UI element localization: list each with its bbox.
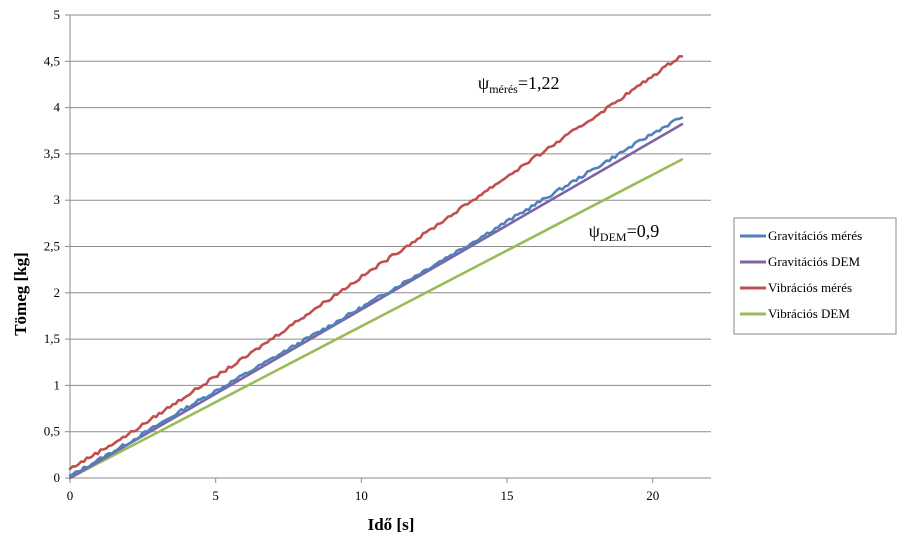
y-tick-label: 3 bbox=[54, 192, 61, 207]
y-tick-label: 0 bbox=[54, 470, 61, 485]
series-line-0 bbox=[68, 116, 684, 477]
series-line-1 bbox=[68, 123, 684, 480]
legend-label: Vibrációs DEM bbox=[768, 306, 850, 321]
y-tick-label: 3,5 bbox=[44, 146, 60, 161]
y-tick-label: 4,5 bbox=[44, 53, 60, 68]
series-lines bbox=[68, 54, 684, 480]
x-axis-title: Idő [s] bbox=[368, 515, 415, 534]
y-tick-label: 0,5 bbox=[44, 424, 60, 439]
y-tick-label: 2,5 bbox=[44, 239, 60, 254]
x-tick-label: 20 bbox=[646, 488, 659, 503]
annotation-1: ψDEM=0,9 bbox=[589, 221, 660, 244]
x-tick-labels: 0 5 10 15 20 bbox=[67, 488, 659, 503]
x-tick-label: 15 bbox=[501, 488, 514, 503]
y-tick-labels: 0 0,5 1 1,5 2 2,5 3 3,5 4 4,5 5 bbox=[44, 7, 61, 485]
y-tick-label: 4 bbox=[54, 100, 61, 115]
gridlines bbox=[70, 14, 711, 433]
y-tick-label: 2 bbox=[54, 285, 61, 300]
legend-label: Vibrációs mérés bbox=[768, 280, 852, 295]
x-tick-label: 5 bbox=[212, 488, 219, 503]
x-tick-label: 10 bbox=[355, 488, 368, 503]
series-line-3 bbox=[68, 158, 684, 480]
annotations: ψmérés=1,22 ψDEM=0,9 bbox=[478, 73, 659, 244]
series-line-2 bbox=[68, 54, 684, 471]
annotation-0: ψmérés=1,22 bbox=[478, 73, 560, 96]
y-tick-label: 1 bbox=[54, 377, 61, 392]
legend-label: Gravitációs DEM bbox=[768, 254, 861, 269]
axes bbox=[65, 14, 711, 483]
legend-label: Gravitációs mérés bbox=[768, 228, 862, 243]
y-tick-label: 1,5 bbox=[44, 331, 60, 346]
x-tick-label: 0 bbox=[67, 488, 74, 503]
legend: Gravitációs mérés Gravitációs DEM Vibráció… bbox=[733, 217, 897, 335]
y-tick-label: 5 bbox=[54, 7, 61, 22]
y-axis-title: Tömeg [kg] bbox=[11, 252, 30, 336]
